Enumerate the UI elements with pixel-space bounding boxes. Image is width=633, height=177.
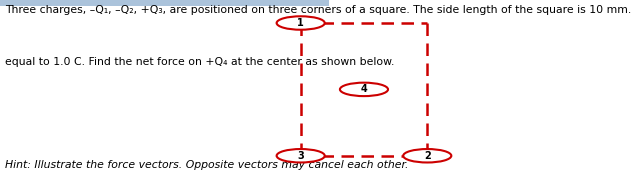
Circle shape: [277, 149, 325, 162]
Text: 2: 2: [424, 151, 430, 161]
Text: 4: 4: [361, 84, 367, 94]
Bar: [0, 0, 329, 6]
Text: equal to 1.0 C. Find the net force on +Q₄ at the center as shown below.: equal to 1.0 C. Find the net force on +Q…: [5, 57, 394, 67]
Text: Three charges, –Q₁, –Q₂, +Q₃, are positioned on three corners of a square. The s: Three charges, –Q₁, –Q₂, +Q₃, are positi…: [5, 5, 633, 15]
Text: Hint: Illustrate the force vectors. Opposite vectors may cancel each other.: Hint: Illustrate the force vectors. Oppo…: [5, 160, 408, 170]
Text: 1: 1: [298, 18, 304, 28]
Circle shape: [277, 16, 325, 30]
Text: 3: 3: [298, 151, 304, 161]
Circle shape: [340, 83, 388, 96]
Circle shape: [403, 149, 451, 162]
